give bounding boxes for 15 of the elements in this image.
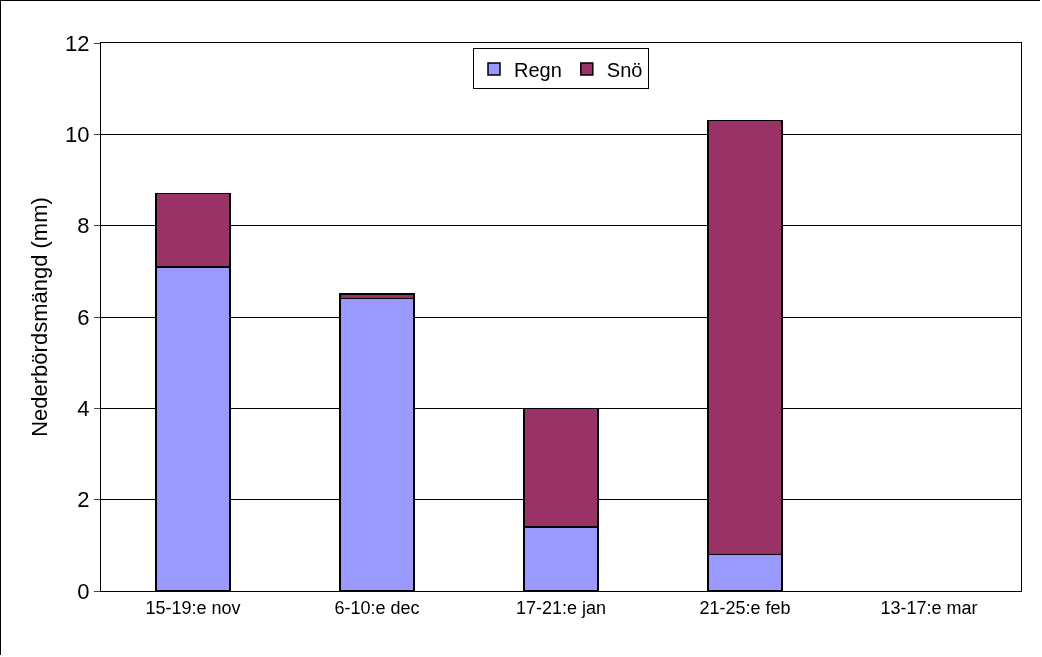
y-tick-label: 12 (65, 30, 90, 56)
legend-label: Snö (606, 58, 643, 81)
x-tick-label: 6-10:e dec (334, 597, 420, 618)
x-tick-label: 21-25:e feb (699, 597, 791, 618)
y-tick-label: 10 (65, 122, 90, 148)
x-tick-label: 17-21:e jan (515, 597, 607, 618)
y-tick-label: 0 (77, 578, 90, 604)
x-tick-label: 13-17:e mar (880, 597, 978, 618)
y-tick-label: 8 (77, 213, 90, 239)
y-tick-label: 2 (77, 487, 90, 513)
y-axis-title: Nederbördsmängd (mm) (27, 197, 52, 437)
y-tick-label: 6 (77, 304, 90, 330)
legend-label: Regn (514, 58, 562, 81)
y-tick-label: 4 (77, 396, 90, 422)
x-tick-label: 15-19:e nov (145, 597, 241, 618)
